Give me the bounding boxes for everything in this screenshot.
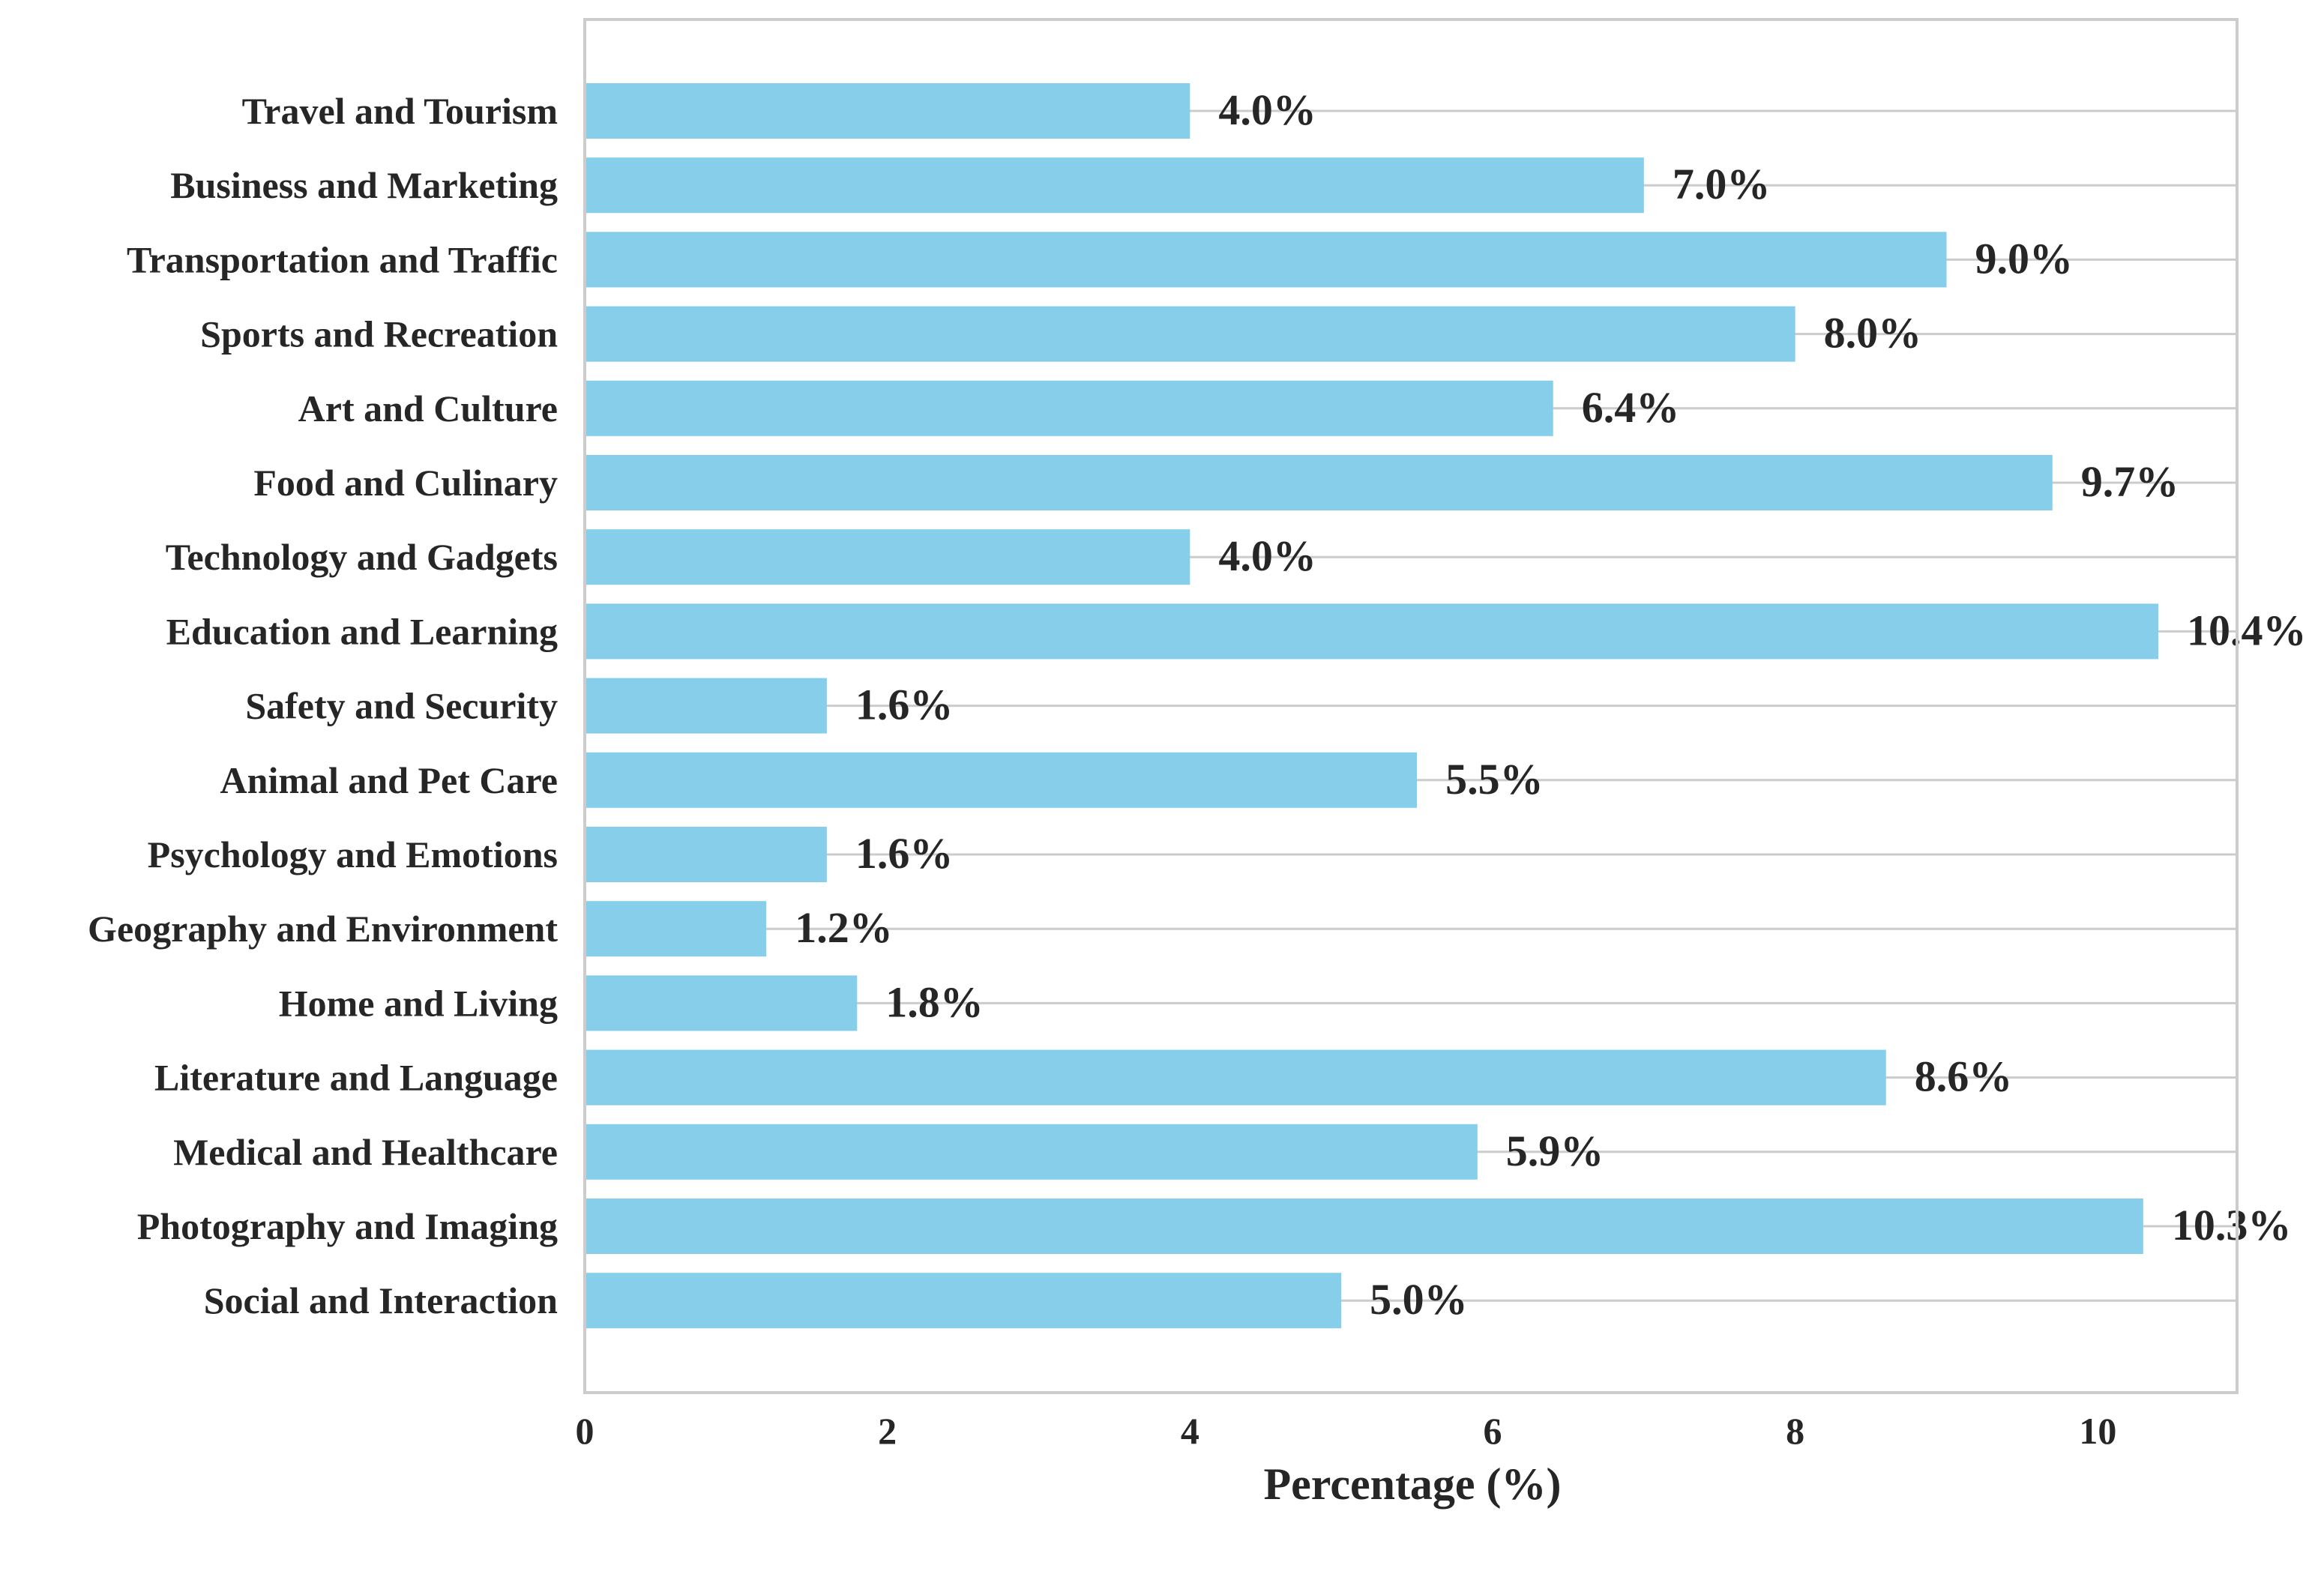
category-label: Photography and Imaging	[137, 1205, 558, 1247]
x-tick-label: 4	[1181, 1410, 1199, 1452]
bar-layer	[585, 83, 2159, 1329]
category-label: Transportation and Traffic	[127, 238, 558, 280]
category-label: Education and Learning	[166, 610, 558, 652]
category-label: Psychology and Emotions	[148, 833, 558, 875]
category-label: Travel and Tourism	[242, 90, 558, 132]
bar	[585, 455, 2053, 510]
category-label: Safety and Security	[245, 685, 558, 727]
bar	[585, 1198, 2143, 1254]
value-label: 5.0%	[1370, 1275, 1468, 1324]
category-label: Technology and Gadgets	[166, 536, 558, 578]
bar	[585, 157, 1644, 214]
value-label: 5.9%	[1506, 1127, 1604, 1175]
value-label: 1.6%	[855, 681, 954, 729]
x-tick-label: 2	[878, 1410, 897, 1452]
category-label: Literature and Language	[154, 1057, 558, 1099]
value-label-layer: 4.0% 7.0% 9.0% 8.0% 6.4% 9.7% 4.0% 10.4% 1.6% 5.5…	[795, 85, 2306, 1324]
bar	[585, 83, 1190, 139]
x-tick-label: 0	[576, 1410, 594, 1452]
bar	[585, 232, 1947, 288]
value-label: 9.7%	[2081, 457, 2179, 506]
category-label: Sports and Recreation	[200, 313, 558, 355]
bar	[585, 678, 827, 734]
category-label: Social and Interaction	[204, 1279, 558, 1321]
bar	[585, 1049, 1886, 1106]
category-label-layer: Travel and Tourism Business and Marketing…	[88, 90, 558, 1321]
x-tick-layer: 0 2 4 6 8 10	[576, 1410, 2117, 1452]
value-label: 8.0%	[1824, 309, 1922, 358]
value-label: 1.2%	[795, 903, 893, 952]
value-label: 10.3%	[2172, 1201, 2292, 1249]
value-label: 9.0%	[1975, 234, 2073, 283]
bar	[585, 975, 858, 1031]
bar	[585, 1273, 1342, 1329]
category-label: Medical and Healthcare	[173, 1131, 558, 1173]
value-label: 5.5%	[1445, 755, 1544, 803]
category-label: Business and Marketing	[170, 164, 558, 206]
plot-frame	[583, 18, 2239, 1394]
bar	[585, 306, 1795, 362]
grid-layer	[585, 109, 2237, 1302]
bar	[585, 1124, 1478, 1180]
x-axis-title: Percentage (%)	[1263, 1459, 1561, 1509]
bar	[585, 529, 1190, 585]
category-label: Food and Culinary	[253, 462, 558, 504]
category-label: Home and Living	[279, 982, 558, 1024]
value-label: 1.8%	[885, 977, 984, 1026]
x-tick-label: 6	[1483, 1410, 1502, 1452]
bar	[585, 827, 827, 882]
bar	[585, 901, 767, 957]
value-label: 4.0%	[1218, 85, 1316, 134]
value-label: 7.0%	[1673, 160, 1771, 208]
category-label: Art and Culture	[298, 388, 558, 429]
x-tick-label: 10	[2079, 1410, 2116, 1452]
value-label: 4.0%	[1218, 531, 1316, 580]
value-label: 8.6%	[1915, 1052, 2013, 1101]
value-label: 10.4%	[2187, 606, 2307, 654]
category-label: Geography and Environment	[88, 908, 558, 950]
category-label: Animal and Pet Care	[220, 759, 558, 801]
value-label: 6.4%	[1582, 383, 1680, 432]
bar	[585, 380, 1553, 436]
value-label: 1.6%	[855, 829, 954, 878]
bar	[585, 603, 2159, 660]
x-tick-label: 8	[1786, 1410, 1804, 1452]
bar	[585, 752, 1418, 808]
